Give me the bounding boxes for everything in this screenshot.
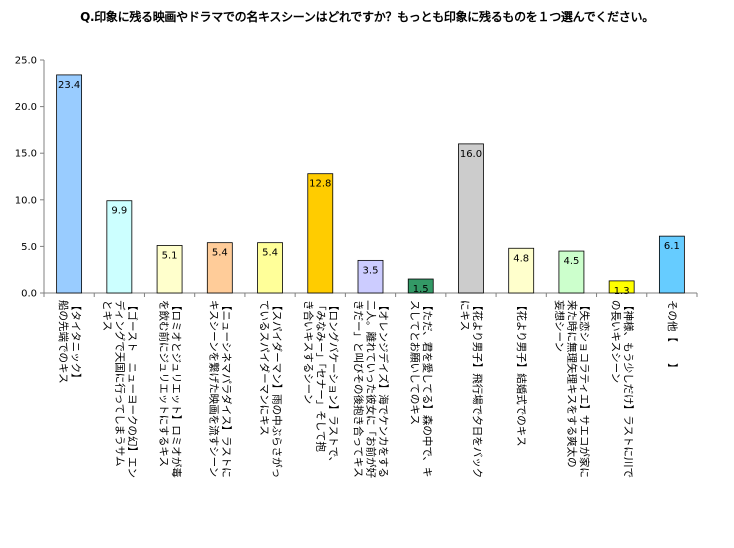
bar — [458, 143, 484, 294]
y-tick-label: 0.0 — [21, 289, 37, 300]
data-label: 6.1 — [664, 241, 680, 252]
x-category-label: 「みなみー」「セナー」そして抱 — [314, 300, 327, 452]
x-category-label: にキス — [459, 300, 471, 331]
data-label: 12.8 — [309, 179, 331, 190]
bar — [608, 280, 635, 294]
data-label: 1.3 — [614, 286, 630, 297]
y-tick-label: 5.0 — [21, 242, 37, 253]
x-category-label: 【スパイダーマン】雨の中ぶらさがっ — [270, 300, 283, 478]
bar — [206, 242, 233, 294]
x-category-label: その他【 】 — [666, 300, 679, 374]
data-label: 4.8 — [513, 253, 529, 264]
x-category-label: 【ゴースト ニューヨークの幻】エン — [126, 300, 139, 478]
x-category-label: を飲む前にジュリエットにするキス — [157, 300, 170, 467]
data-label: 5.1 — [162, 250, 178, 261]
bar — [558, 250, 585, 294]
x-category-label: とキス — [101, 300, 113, 331]
x-category-label: ディングで天国に行ってしまうサム — [113, 300, 126, 467]
data-label: 5.4 — [212, 248, 228, 259]
x-category-label: き合いキスするシーン — [302, 300, 315, 404]
x-category-label: 来た時に無理矢理キスをする爽太の — [565, 300, 578, 468]
x-category-label: スしてとお願いしてのキス — [408, 300, 420, 425]
bar — [508, 247, 535, 294]
x-category-label: 【ただ、君を愛してる】森の中で、キ — [421, 300, 434, 477]
x-category-label: 【ロングバケーション】ラストで、 — [327, 300, 340, 467]
x-category-label: 二人。離れていった彼女に「お前が好 — [365, 300, 378, 479]
bar — [407, 278, 434, 294]
data-label: 3.5 — [363, 265, 379, 276]
x-category-label: の長いキスシーン — [609, 300, 621, 383]
bar — [307, 173, 334, 294]
x-category-label: 【花より男子】飛行場で夕日をバック — [471, 300, 484, 478]
y-tick-label: 20.0 — [15, 102, 37, 113]
x-category-label: 【花より男子】結婚式でのキス — [515, 300, 528, 446]
bar — [106, 200, 133, 294]
data-label: 1.5 — [413, 284, 429, 295]
bar — [257, 242, 283, 294]
x-category-label: 【タイタニック】 — [69, 300, 81, 384]
x-category-label: 【失恋ショコラティエ】サエコが家に — [578, 300, 591, 478]
bar — [357, 259, 384, 294]
data-label: 4.5 — [563, 256, 579, 267]
data-label: 23.4 — [58, 80, 80, 91]
bar — [156, 245, 183, 294]
bar — [658, 235, 685, 294]
data-label: 5.4 — [262, 248, 278, 259]
x-category-label: きだー」と叫びその後抱き合ってキス — [352, 300, 365, 478]
x-category-label: キスシーンを繋げた映画を流すシーン — [208, 300, 221, 477]
data-label: 16.0 — [460, 149, 482, 160]
x-category-label: 妄想シーン — [553, 300, 566, 352]
chart-title: Q.印象に残る映画やドラマでの名キスシーンはどれですか？もっとも印象に残るものを… — [80, 10, 654, 24]
data-label: 9.9 — [111, 206, 127, 217]
bar — [56, 74, 83, 294]
x-category-label: ているスパイダーマンにキス — [258, 300, 271, 436]
y-tick-label: 15.0 — [15, 149, 37, 160]
y-tick-label: 25.0 — [15, 56, 37, 67]
x-category-label: 【オレンジデイズ】海でケンカをする — [377, 300, 390, 478]
x-category-label: 【神様、もう少しだけ】ラストに川で — [622, 300, 635, 478]
y-tick-label: 10.0 — [15, 195, 37, 206]
x-category-label: 【ニューシネマパラダイス】ラストに — [220, 300, 233, 478]
x-category-label: 【ロミオとジュリエット】ロミオが毒 — [170, 300, 183, 478]
x-category-label: 船の先端でのキス — [57, 300, 70, 384]
